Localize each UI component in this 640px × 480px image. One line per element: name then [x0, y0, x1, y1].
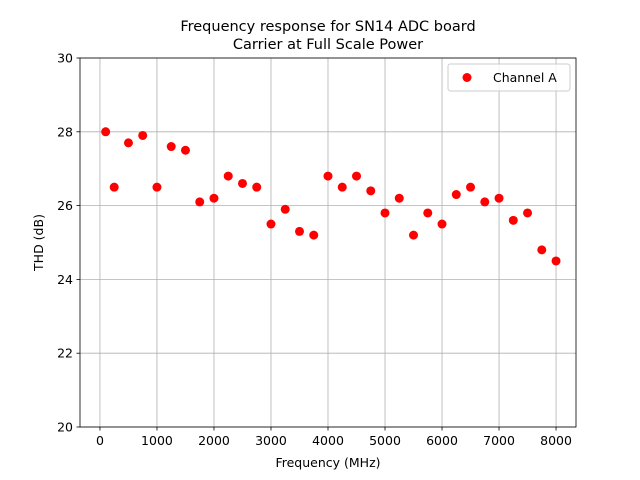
data-point	[423, 208, 433, 218]
legend: Channel A	[447, 63, 571, 92]
y-tick-label: 28	[57, 124, 73, 139]
data-point	[480, 197, 490, 207]
x-tick-label: 3000	[255, 433, 287, 448]
legend-label-channel-a: Channel A	[493, 70, 557, 85]
grid-lines	[80, 57, 576, 428]
data-point	[123, 138, 133, 148]
data-point	[409, 230, 419, 240]
data-point	[380, 208, 390, 218]
data-point	[152, 182, 162, 192]
data-point	[294, 226, 304, 236]
axis-ticks: 0 1000 2000 3000 4000 5000 6000 7000 8000 20 22 24 2…	[57, 51, 572, 449]
x-axis-label: Frequency (MHz)	[275, 455, 380, 470]
x-tick-label: 1000	[141, 433, 173, 448]
data-point	[366, 186, 376, 196]
x-tick-label: 6000	[426, 433, 458, 448]
y-tick-label: 24	[57, 272, 73, 287]
y-axis-label: THD (dB)	[31, 214, 46, 272]
data-point	[508, 215, 518, 225]
data-point	[323, 171, 333, 181]
x-tick-label: 8000	[540, 433, 572, 448]
data-point	[166, 142, 176, 152]
data-point	[280, 204, 290, 214]
x-tick-label: 7000	[483, 433, 515, 448]
chart-title-group: Frequency response for SN14 ADC board Ca…	[180, 19, 475, 53]
x-tick-label: 4000	[312, 433, 344, 448]
data-point	[195, 197, 205, 207]
data-point	[209, 193, 219, 203]
data-point	[451, 190, 461, 200]
data-point	[180, 145, 190, 155]
data-point	[494, 193, 504, 203]
chart-title: Frequency response for SN14 ADC board	[180, 19, 475, 35]
data-point	[109, 182, 119, 192]
y-tick-label: 20	[57, 420, 73, 435]
data-point	[437, 219, 447, 229]
data-point	[394, 193, 404, 203]
data-point	[223, 171, 233, 181]
y-tick-label: 30	[57, 51, 73, 66]
x-tick-label: 0	[96, 433, 104, 448]
y-tick-label: 26	[57, 198, 73, 213]
data-points	[101, 127, 561, 266]
chart-subtitle: Carrier at Full Scale Power	[233, 37, 423, 53]
data-point	[309, 230, 319, 240]
data-point	[523, 208, 533, 218]
data-point	[252, 182, 262, 192]
data-point	[266, 219, 276, 229]
data-point	[466, 182, 476, 192]
x-tick-label: 5000	[369, 433, 401, 448]
data-point	[237, 178, 247, 188]
data-point	[352, 171, 362, 181]
x-tick-label: 2000	[198, 433, 230, 448]
data-point	[138, 130, 148, 140]
y-tick-label: 22	[57, 346, 73, 361]
legend-box	[447, 63, 571, 92]
data-point	[101, 127, 111, 137]
data-point	[337, 182, 347, 192]
data-point	[551, 256, 561, 266]
data-point	[537, 245, 547, 255]
legend-marker-channel-a	[462, 73, 472, 82]
